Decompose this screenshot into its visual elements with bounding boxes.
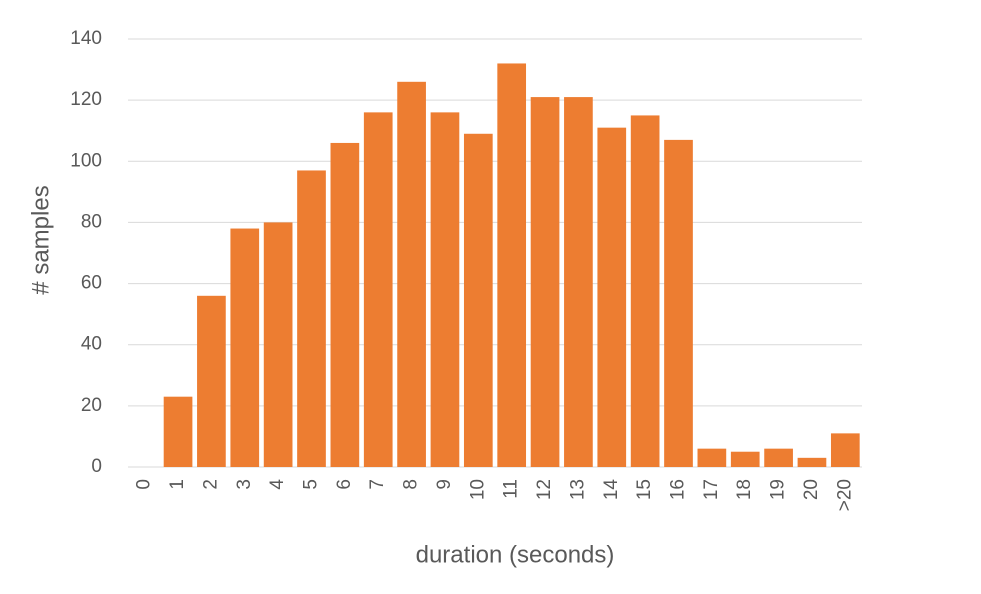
x-tick-label: 14	[601, 479, 622, 501]
y-tick-label: 100	[70, 150, 102, 171]
bar	[330, 142, 360, 467]
x-tick-label: 10	[467, 479, 488, 500]
x-tick-label: 20	[801, 479, 822, 500]
x-tick-label: 7	[367, 479, 388, 490]
x-tick-label: 6	[334, 479, 355, 490]
x-tick-label: 17	[701, 479, 722, 500]
x-tick-label: 4	[267, 479, 288, 490]
x-tick-label: 8	[401, 479, 422, 490]
x-tick-label: 16	[668, 479, 689, 500]
bar	[597, 127, 627, 468]
bar	[397, 81, 426, 468]
y-tick-label: 60	[81, 273, 102, 294]
y-tick-label: 0	[91, 456, 102, 477]
y-tick-label: 80	[81, 211, 102, 232]
bar	[664, 139, 693, 467]
x-tick-label: 1	[167, 479, 188, 490]
bar	[630, 115, 660, 467]
bar	[764, 448, 793, 467]
bar	[297, 170, 326, 467]
bar	[163, 396, 193, 467]
x-tick-label: 15	[634, 479, 655, 500]
bar	[430, 112, 460, 467]
bar	[197, 295, 226, 467]
bar	[697, 448, 727, 467]
x-tick-label: 19	[768, 479, 789, 500]
x-tick-label: 12	[534, 479, 555, 500]
y-tick-label: 140	[70, 28, 102, 49]
y-tick-label: 20	[81, 395, 102, 416]
x-tick-label: 3	[234, 479, 255, 490]
x-tick-label: 2	[200, 479, 221, 490]
x-tick-label: 18	[734, 479, 755, 500]
bar	[497, 63, 527, 467]
bar	[830, 433, 860, 467]
bar	[564, 97, 593, 467]
bar	[730, 451, 760, 467]
bar	[530, 97, 560, 467]
bar	[263, 222, 293, 467]
bar	[797, 457, 827, 467]
y-tick-label: 120	[70, 89, 102, 110]
x-tick-label: 5	[301, 479, 322, 490]
bar	[463, 133, 493, 467]
x-tick-label: 0	[134, 479, 155, 490]
x-tick-label: 9	[434, 479, 455, 490]
x-tick-label: 11	[501, 479, 522, 499]
y-axis-title: # samples	[27, 185, 54, 294]
x-tick-label: 13	[567, 479, 588, 500]
y-tick-label: 40	[81, 334, 102, 355]
x-tick-label: >20	[834, 479, 855, 511]
bar	[230, 228, 260, 467]
bar	[363, 112, 393, 467]
x-axis-title: duration (seconds)	[416, 541, 615, 568]
